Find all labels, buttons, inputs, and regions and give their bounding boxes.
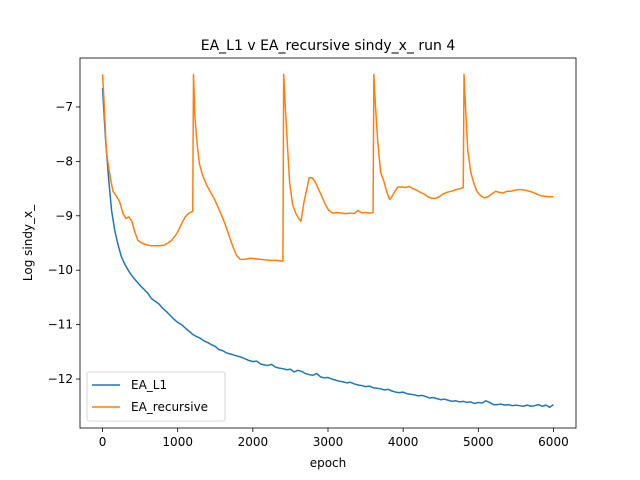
x-tick-label: 2000: [238, 435, 269, 449]
chart-title: EA_L1 v EA_recursive sindy_x_ run 4: [201, 38, 456, 54]
x-tick-label: 4000: [388, 435, 419, 449]
y-tick-label: −7: [55, 100, 73, 114]
y-tick-label: −12: [48, 372, 73, 386]
y-tick-label: −11: [48, 318, 73, 332]
x-tick-label: 5000: [463, 435, 494, 449]
y-tick-label: −8: [55, 154, 73, 168]
x-tick-label: 0: [99, 435, 107, 449]
legend-box: [86, 371, 226, 422]
series-line-ea-l1: [101, 87, 554, 409]
series-line-ea-recursive: [101, 73, 554, 262]
y-tick-label: −10: [48, 263, 73, 277]
series-layer: [101, 73, 554, 409]
y-tick-label: −9: [55, 209, 73, 223]
legend: EA_L1 EA_recursive: [86, 371, 226, 422]
plot-area: [80, 58, 576, 428]
legend-label-ea-recursive: EA_recursive: [131, 400, 208, 414]
x-tick-label: 3000: [313, 435, 344, 449]
legend-label-ea-l1: EA_L1: [131, 378, 167, 392]
x-tick-label: 1000: [162, 435, 193, 449]
x-axis: 0 1000 2000 3000 4000 5000 6000: [99, 428, 569, 449]
y-axis: −12 −11 −10 −9 −8 −7: [48, 100, 80, 386]
y-axis-label: Log sindy_x_: [21, 204, 35, 281]
x-tick-label: 6000: [538, 435, 569, 449]
x-axis-label: epoch: [310, 456, 347, 470]
